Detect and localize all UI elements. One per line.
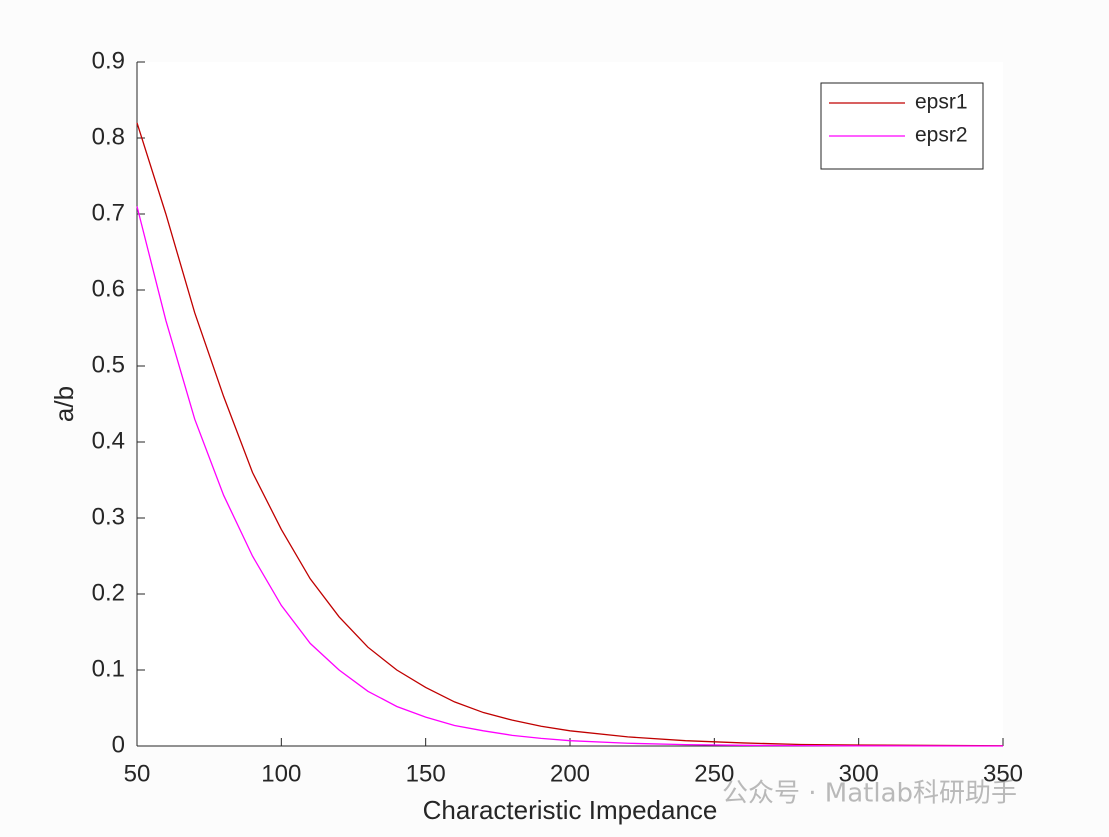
x-tick-label: 200: [550, 760, 590, 787]
plot-area: [137, 62, 1003, 746]
y-tick-label: 0.5: [92, 351, 125, 378]
legend-label: epsr2: [915, 124, 968, 147]
x-tick-label: 150: [406, 760, 446, 787]
legend-box: [820, 82, 984, 170]
y-tick-label: 0.4: [92, 427, 125, 454]
y-tick-label: 0.1: [92, 655, 125, 682]
y-tick-label: 0.8: [92, 123, 125, 150]
x-tick-label: 50: [124, 760, 151, 787]
watermark: 公众号 · Matlab科研助手: [722, 779, 1017, 809]
y-tick-label: 0.6: [92, 275, 125, 302]
y-tick-label: 0.9: [92, 47, 125, 74]
series-line: [136, 122, 1004, 747]
x-axis-label: Characteristic Impedance: [423, 795, 718, 825]
y-tick-label: 0: [112, 731, 125, 758]
series-line: [136, 206, 1004, 747]
x-tick-label: 250: [694, 760, 734, 787]
y-tick-label: 0.2: [92, 579, 125, 606]
legend-label: epsr1: [915, 91, 968, 114]
y-axis-label: a/b: [49, 386, 79, 422]
x-tick-label: 350: [983, 760, 1023, 787]
x-tick-label: 300: [839, 760, 879, 787]
y-tick-label: 0.3: [92, 503, 125, 530]
x-tick-label: 100: [261, 760, 301, 787]
y-tick-label: 0.7: [92, 199, 125, 226]
